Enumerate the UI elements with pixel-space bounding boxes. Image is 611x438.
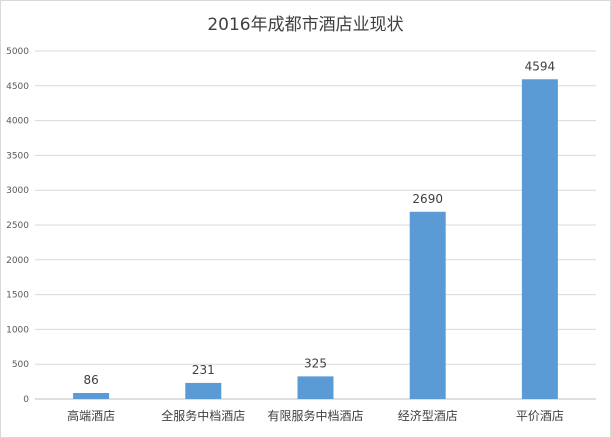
y-tick-label: 2000 xyxy=(6,256,29,266)
bar xyxy=(185,382,222,399)
y-tick-label: 3000 xyxy=(6,186,29,196)
bar xyxy=(409,211,446,399)
data-label: 231 xyxy=(192,363,215,377)
bar xyxy=(297,376,334,399)
x-tick-label: 高端酒店 xyxy=(67,408,115,423)
y-tick-label: 1500 xyxy=(6,291,29,301)
chart-title: 2016年成都市酒店业现状 xyxy=(207,15,404,35)
y-tick-label: 4500 xyxy=(6,82,29,92)
x-tick-label: 有限服务中档酒店 xyxy=(267,408,363,423)
y-tick-label: 2500 xyxy=(6,221,29,231)
y-tick-label: 5000 xyxy=(6,47,29,57)
bar xyxy=(521,79,558,399)
x-tick-label: 平价酒店 xyxy=(516,409,564,423)
y-tick-label: 4000 xyxy=(6,117,29,127)
y-tick-label: 0 xyxy=(23,395,29,405)
y-tick-label: 500 xyxy=(12,360,29,370)
data-label: 2690 xyxy=(412,192,443,206)
data-label: 4594 xyxy=(525,59,556,73)
bar xyxy=(73,393,110,399)
y-tick-label: 3500 xyxy=(6,151,29,161)
y-tick-label: 1000 xyxy=(6,325,29,335)
data-label: 325 xyxy=(304,356,327,370)
x-tick-label: 全服务中档酒店 xyxy=(161,408,245,423)
data-label: 86 xyxy=(83,373,98,387)
x-tick-label: 经济型酒店 xyxy=(398,408,458,423)
